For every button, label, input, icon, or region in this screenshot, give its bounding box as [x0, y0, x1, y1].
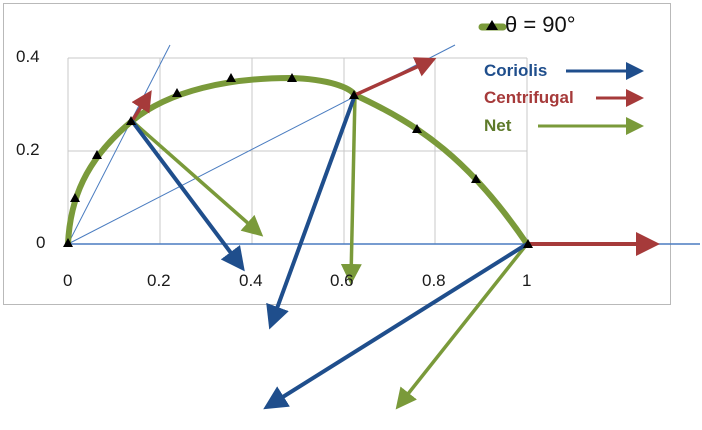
legend-centrifugal: Centrifugal [484, 88, 574, 107]
legend-series-label: θ = 90° [505, 12, 576, 37]
y-tick-0: 0 [36, 233, 46, 252]
legend-series-glyph [478, 20, 507, 31]
x-tick-0: 0 [63, 271, 73, 290]
arrows-point-2 [266, 57, 437, 330]
y-tick-0-4: 0.4 [16, 47, 40, 66]
x-tick-0-4: 0.4 [239, 271, 263, 290]
x-tick-0-6: 0.6 [330, 271, 354, 290]
x-tick-0-8: 0.8 [422, 271, 446, 290]
gridlines [67, 57, 528, 244]
x-tick-1: 1 [522, 271, 532, 290]
legend-coriolis: Coriolis [484, 61, 548, 80]
arrows-point-3 [263, 232, 660, 410]
legend-net: Net [484, 116, 512, 135]
arrows-point-1 [130, 90, 264, 272]
data-point-markers [63, 73, 533, 248]
y-tick-0-2: 0.2 [16, 140, 40, 159]
x-tick-0-2: 0.2 [147, 271, 171, 290]
theta-90-curve [65, 74, 530, 247]
